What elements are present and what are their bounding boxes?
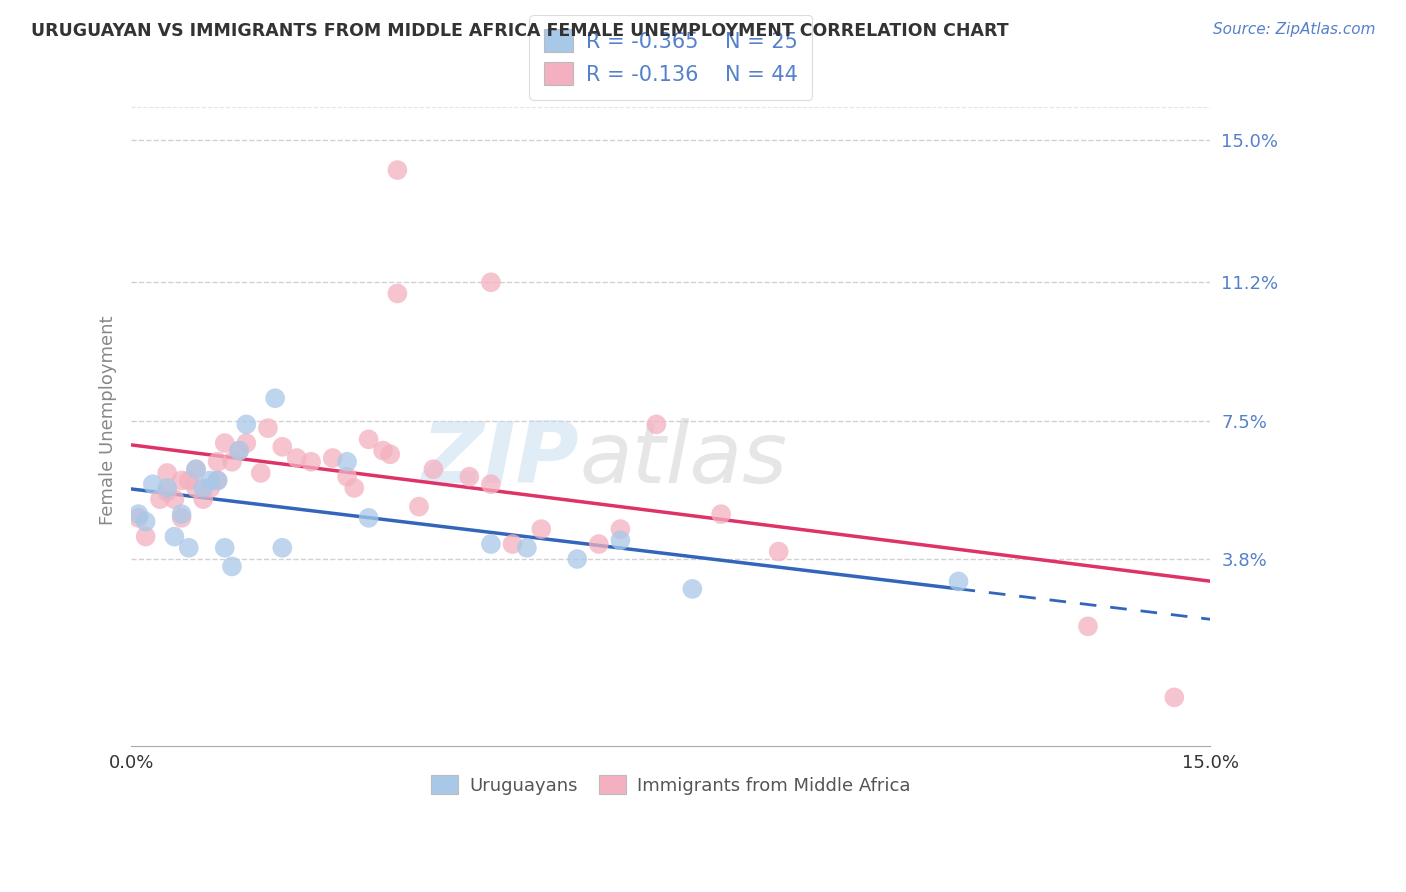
Legend: Uruguayans, Immigrants from Middle Africa: Uruguayans, Immigrants from Middle Afric… xyxy=(423,768,918,802)
Point xyxy=(371,443,394,458)
Text: Source: ZipAtlas.com: Source: ZipAtlas.com xyxy=(1212,22,1375,37)
Point xyxy=(170,511,193,525)
Point xyxy=(336,469,359,483)
Point xyxy=(135,515,157,529)
Point xyxy=(221,455,243,469)
Point xyxy=(387,286,409,301)
Point xyxy=(948,574,970,589)
Point xyxy=(479,537,502,551)
Text: URUGUAYAN VS IMMIGRANTS FROM MIDDLE AFRICA FEMALE UNEMPLOYMENT CORRELATION CHART: URUGUAYAN VS IMMIGRANTS FROM MIDDLE AFRI… xyxy=(31,22,1008,40)
Point xyxy=(458,469,481,483)
Point xyxy=(422,462,444,476)
Point xyxy=(768,544,790,558)
Point xyxy=(249,466,271,480)
Point xyxy=(163,530,186,544)
Text: ZIP: ZIP xyxy=(422,418,579,501)
Point xyxy=(184,462,207,476)
Point xyxy=(530,522,553,536)
Point xyxy=(299,455,322,469)
Point xyxy=(142,477,165,491)
Point xyxy=(479,275,502,289)
Point xyxy=(357,433,380,447)
Point xyxy=(257,421,280,435)
Point xyxy=(1077,619,1099,633)
Point xyxy=(156,466,179,480)
Point xyxy=(285,450,308,465)
Point xyxy=(200,474,222,488)
Point xyxy=(516,541,538,555)
Point xyxy=(127,511,149,525)
Point xyxy=(149,492,172,507)
Point xyxy=(156,484,179,499)
Point xyxy=(193,481,215,495)
Point xyxy=(609,522,631,536)
Point xyxy=(387,163,409,178)
Point xyxy=(567,552,589,566)
Point xyxy=(343,481,366,495)
Point xyxy=(609,533,631,548)
Point xyxy=(357,511,380,525)
Point xyxy=(214,436,236,450)
Y-axis label: Female Unemployment: Female Unemployment xyxy=(100,316,117,525)
Point xyxy=(207,455,229,469)
Point xyxy=(177,541,200,555)
Point xyxy=(170,474,193,488)
Point xyxy=(135,530,157,544)
Point xyxy=(271,440,294,454)
Point xyxy=(235,417,257,432)
Point xyxy=(710,507,733,521)
Point xyxy=(177,474,200,488)
Point xyxy=(214,541,236,555)
Point xyxy=(235,436,257,450)
Point xyxy=(336,455,359,469)
Point xyxy=(193,492,215,507)
Point xyxy=(1163,690,1185,705)
Point xyxy=(681,582,703,596)
Point xyxy=(271,541,294,555)
Point xyxy=(408,500,430,514)
Point xyxy=(645,417,668,432)
Point xyxy=(264,391,287,405)
Point xyxy=(170,507,193,521)
Point xyxy=(184,481,207,495)
Point xyxy=(127,507,149,521)
Point xyxy=(221,559,243,574)
Point xyxy=(184,462,207,476)
Point xyxy=(479,477,502,491)
Point xyxy=(322,450,344,465)
Point xyxy=(207,474,229,488)
Point xyxy=(228,443,250,458)
Point xyxy=(156,481,179,495)
Point xyxy=(380,447,402,461)
Text: atlas: atlas xyxy=(579,418,787,501)
Point xyxy=(228,443,250,458)
Point xyxy=(588,537,610,551)
Point xyxy=(207,474,229,488)
Point xyxy=(200,481,222,495)
Point xyxy=(163,492,186,507)
Point xyxy=(502,537,524,551)
